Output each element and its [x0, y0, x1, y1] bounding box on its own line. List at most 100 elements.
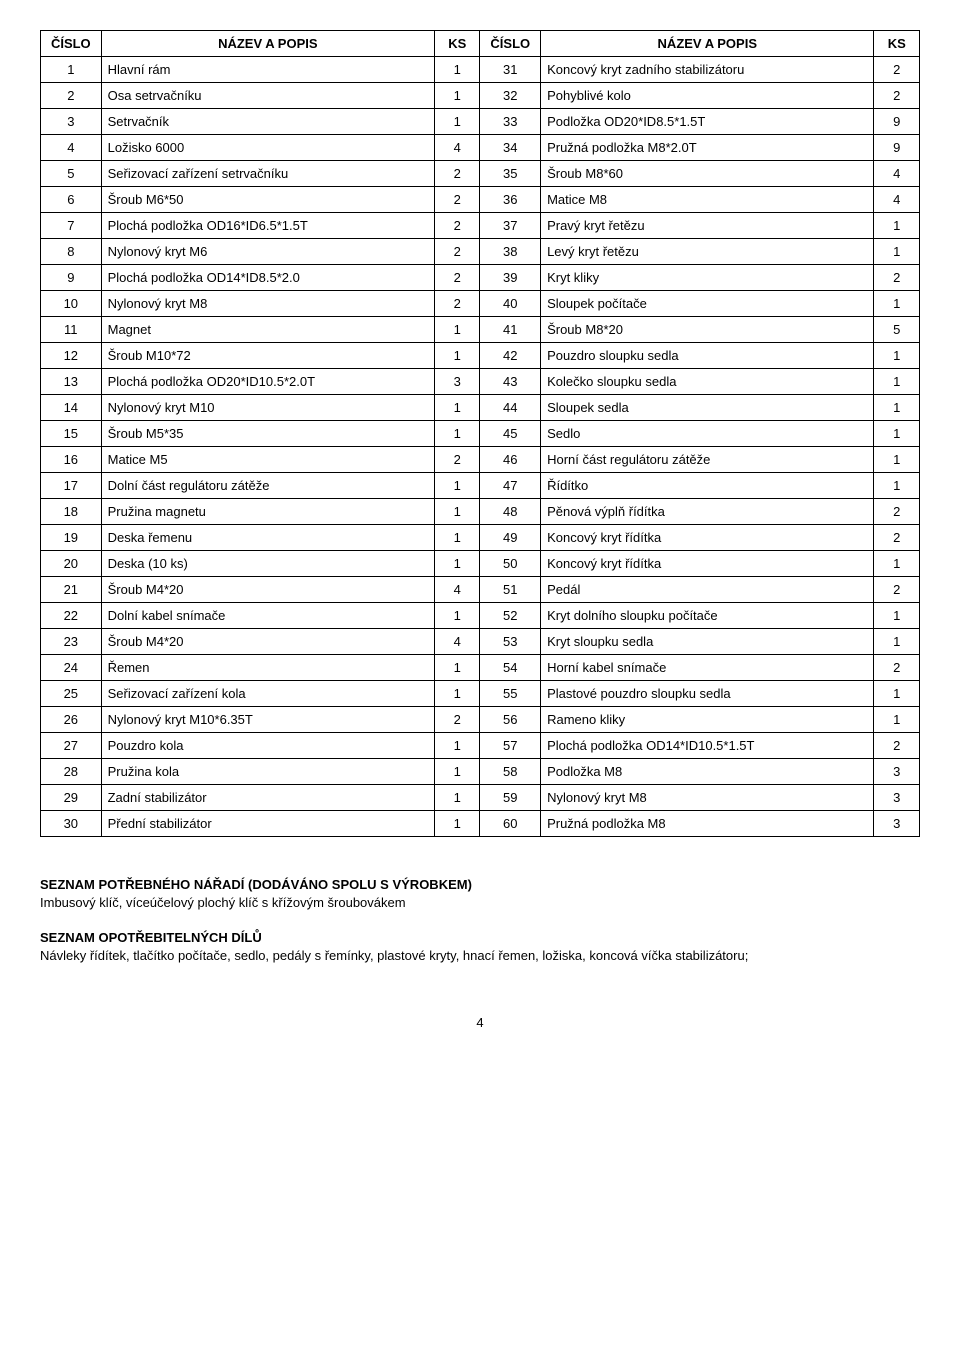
cell-name: Dolní kabel snímače: [101, 603, 434, 629]
cell-ks: 1: [874, 213, 920, 239]
cell-number: 36: [480, 187, 541, 213]
cell-number: 37: [480, 213, 541, 239]
cell-number: 55: [480, 681, 541, 707]
cell-ks: 1: [435, 499, 480, 525]
cell-number: 58: [480, 759, 541, 785]
cell-number: 7: [41, 213, 102, 239]
table-row: 28Pružina kola158Podložka M83: [41, 759, 920, 785]
table-row: 5Seřizovací zařízení setrvačníku235Šroub…: [41, 161, 920, 187]
cell-ks: 3: [874, 811, 920, 837]
table-row: 22Dolní kabel snímače152Kryt dolního slo…: [41, 603, 920, 629]
cell-number: 23: [41, 629, 102, 655]
cell-number: 25: [41, 681, 102, 707]
cell-number: 22: [41, 603, 102, 629]
cell-number: 21: [41, 577, 102, 603]
cell-name: Šroub M8*60: [541, 161, 874, 187]
cell-name: Rameno kliky: [541, 707, 874, 733]
cell-name: Plochá podložka OD14*ID8.5*2.0: [101, 265, 434, 291]
table-row: 17Dolní část regulátoru zátěže147Řídítko…: [41, 473, 920, 499]
cell-ks: 1: [874, 603, 920, 629]
cell-name: Koncový kryt zadního stabilizátoru: [541, 57, 874, 83]
table-row: 21Šroub M4*20451Pedál2: [41, 577, 920, 603]
cell-name: Řemen: [101, 655, 434, 681]
cell-number: 53: [480, 629, 541, 655]
cell-number: 15: [41, 421, 102, 447]
cell-ks: 1: [874, 369, 920, 395]
cell-number: 27: [41, 733, 102, 759]
cell-ks: 1: [435, 759, 480, 785]
cell-name: Horní část regulátoru zátěže: [541, 447, 874, 473]
cell-number: 30: [41, 811, 102, 837]
cell-ks: 1: [874, 395, 920, 421]
cell-ks: 2: [435, 447, 480, 473]
cell-number: 12: [41, 343, 102, 369]
cell-ks: 2: [874, 577, 920, 603]
cell-ks: 1: [874, 447, 920, 473]
cell-ks: 2: [874, 733, 920, 759]
cell-ks: 2: [874, 655, 920, 681]
wear-title: SEZNAM OPOTŘEBITELNÝCH DÍLŮ: [40, 930, 920, 945]
cell-ks: 4: [435, 135, 480, 161]
table-row: 20Deska (10 ks)150Koncový kryt řídítka1: [41, 551, 920, 577]
cell-ks: 1: [874, 291, 920, 317]
cell-ks: 4: [874, 187, 920, 213]
cell-name: Pružná podložka M8: [541, 811, 874, 837]
cell-name: Pružina kola: [101, 759, 434, 785]
cell-name: Kryt dolního sloupku počítače: [541, 603, 874, 629]
cell-name: Zadní stabilizátor: [101, 785, 434, 811]
cell-number: 46: [480, 447, 541, 473]
cell-ks: 2: [435, 187, 480, 213]
cell-ks: 1: [435, 525, 480, 551]
cell-ks: 1: [435, 655, 480, 681]
cell-number: 60: [480, 811, 541, 837]
cell-number: 29: [41, 785, 102, 811]
cell-ks: 1: [435, 681, 480, 707]
cell-number: 32: [480, 83, 541, 109]
cell-name: Kolečko sloupku sedla: [541, 369, 874, 395]
cell-name: Nylonový kryt M6: [101, 239, 434, 265]
cell-number: 54: [480, 655, 541, 681]
cell-number: 45: [480, 421, 541, 447]
cell-name: Plochá podložka OD20*ID10.5*2.0T: [101, 369, 434, 395]
cell-name: Matice M5: [101, 447, 434, 473]
cell-ks: 1: [874, 421, 920, 447]
cell-ks: 2: [874, 57, 920, 83]
cell-name: Podložka OD20*ID8.5*1.5T: [541, 109, 874, 135]
cell-number: 6: [41, 187, 102, 213]
cell-number: 43: [480, 369, 541, 395]
cell-ks: 1: [435, 317, 480, 343]
table-row: 23Šroub M4*20453Kryt sloupku sedla1: [41, 629, 920, 655]
cell-number: 34: [480, 135, 541, 161]
header-ks: KS: [435, 31, 480, 57]
table-row: 12Šroub M10*72142Pouzdro sloupku sedla1: [41, 343, 920, 369]
cell-name: Plochá podložka OD16*ID6.5*1.5T: [101, 213, 434, 239]
cell-ks: 1: [874, 473, 920, 499]
cell-number: 4: [41, 135, 102, 161]
cell-number: 13: [41, 369, 102, 395]
cell-ks: 1: [435, 785, 480, 811]
table-row: 11Magnet141Šroub M8*205: [41, 317, 920, 343]
cell-number: 50: [480, 551, 541, 577]
table-row: 16Matice M5246Horní část regulátoru zátě…: [41, 447, 920, 473]
cell-name: Pouzdro kola: [101, 733, 434, 759]
cell-name: Pohyblivé kolo: [541, 83, 874, 109]
cell-number: 52: [480, 603, 541, 629]
cell-name: Seřizovací zařízení kola: [101, 681, 434, 707]
cell-name: Šroub M4*20: [101, 577, 434, 603]
cell-ks: 2: [435, 291, 480, 317]
cell-number: 8: [41, 239, 102, 265]
cell-ks: 1: [874, 681, 920, 707]
header-ks: KS: [874, 31, 920, 57]
cell-name: Osa setrvačníku: [101, 83, 434, 109]
tools-section: SEZNAM POTŘEBNÉHO NÁŘADÍ (DODÁVÁNO SPOLU…: [40, 877, 920, 965]
cell-name: Nylonový kryt M8: [101, 291, 434, 317]
table-row: 3Setrvačník133Podložka OD20*ID8.5*1.5T9: [41, 109, 920, 135]
cell-ks: 4: [874, 161, 920, 187]
cell-number: 16: [41, 447, 102, 473]
cell-number: 19: [41, 525, 102, 551]
header-nazev: NÁZEV A POPIS: [101, 31, 434, 57]
cell-ks: 4: [435, 629, 480, 655]
cell-name: Koncový kryt řídítka: [541, 525, 874, 551]
cell-name: Pěnová výplň řídítka: [541, 499, 874, 525]
cell-ks: 1: [435, 603, 480, 629]
